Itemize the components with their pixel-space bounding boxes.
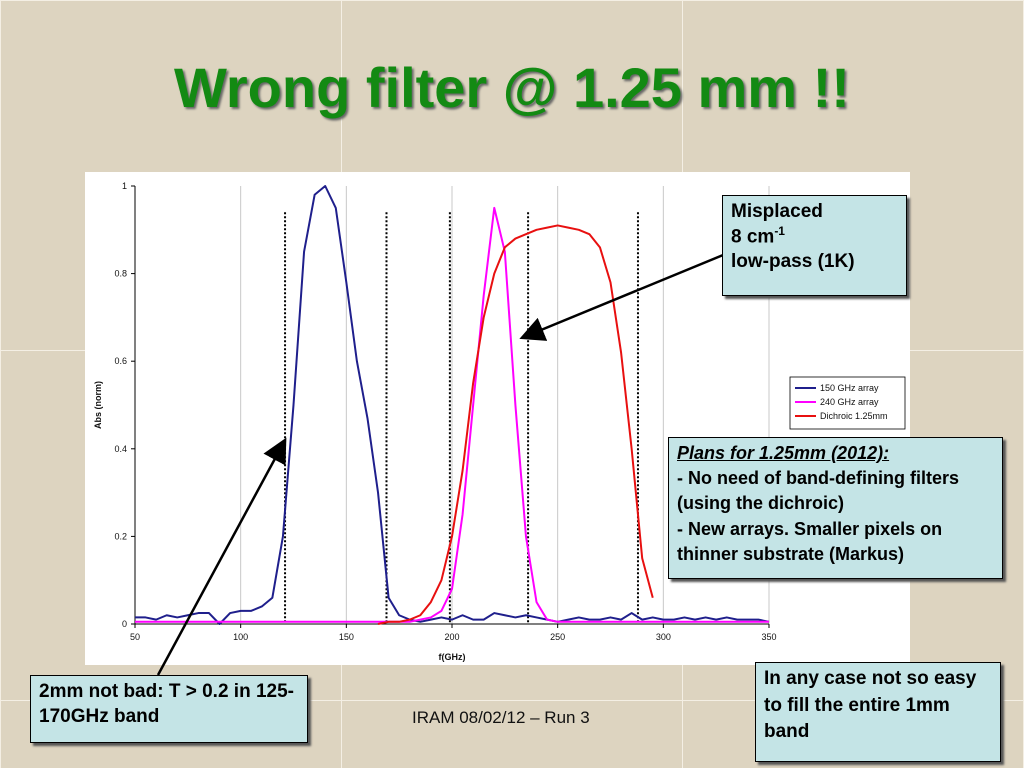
callout-line: low-pass (1K) xyxy=(731,251,855,273)
footer: IRAM 08/02/12 – Run 3 xyxy=(412,708,590,727)
x-tick-label: 50 xyxy=(130,632,140,642)
x-tick-label: 300 xyxy=(656,632,671,642)
x-tick-label: 250 xyxy=(550,632,565,642)
plans-item: - New arrays. Smaller pixels on thinner … xyxy=(677,518,943,564)
y-axis-label: Abs (norm) xyxy=(93,381,103,429)
plans-item: - No need of band-defining filters (usin… xyxy=(677,468,959,514)
superscript: -1 xyxy=(774,224,785,239)
x-tick-label: 350 xyxy=(761,632,776,642)
legend-label: 150 GHz array xyxy=(820,383,879,393)
y-tick-label: 0.6 xyxy=(114,356,127,366)
series-line xyxy=(135,206,769,623)
x-axis-label: f(GHz) xyxy=(439,652,466,662)
callout-line: 8 cm-1 xyxy=(731,224,898,249)
x-tick-label: 200 xyxy=(444,632,459,642)
x-tick-label: 100 xyxy=(233,632,248,642)
callout-1mm: In any case not so easy to fill the enti… xyxy=(755,662,1001,762)
arrow xyxy=(156,437,287,676)
y-tick-label: 0.2 xyxy=(114,531,127,541)
callout-line: Misplaced xyxy=(731,201,823,222)
callout-text: 8 cm xyxy=(731,226,775,248)
x-tick-label: 150 xyxy=(339,632,354,642)
plans-heading: Plans for 1.25mm (2012): xyxy=(677,443,890,463)
callout-2mm: 2mm not bad: T > 0.2 in 125-170GHz band xyxy=(30,675,308,743)
legend-label: Dichroic 1.25mm xyxy=(820,411,888,421)
y-tick-label: 0 xyxy=(122,619,127,629)
slide-title: Wrong filter @ 1.25 mm !! xyxy=(174,56,850,119)
y-tick-label: 1 xyxy=(122,181,127,191)
y-tick-label: 0.8 xyxy=(114,269,127,279)
legend-label: 240 GHz array xyxy=(820,397,879,407)
callout-plans: Plans for 1.25mm (2012): - No need of ba… xyxy=(668,437,1003,579)
y-tick-label: 0.4 xyxy=(114,444,127,454)
series-line xyxy=(135,185,770,625)
arrow xyxy=(519,251,729,341)
series-line xyxy=(377,224,654,625)
callout-misplaced: Misplaced 8 cm-1 low-pass (1K) xyxy=(722,195,907,296)
